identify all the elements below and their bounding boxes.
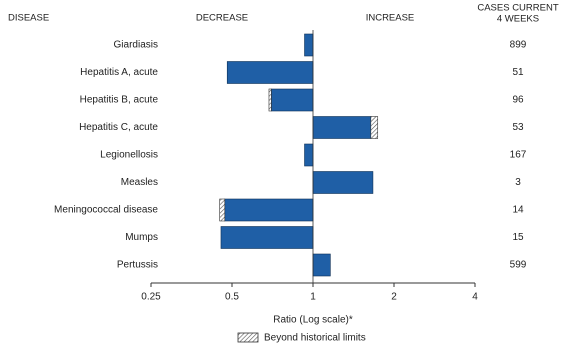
category-label: Measles — [121, 177, 158, 188]
bar — [226, 61, 314, 84]
x-tick-label: 0.25 — [141, 292, 161, 303]
header-decrease: DECREASE — [196, 13, 248, 24]
cases-value: 15 — [512, 232, 524, 243]
bar — [224, 198, 314, 222]
bar-beyond-limit — [370, 116, 379, 139]
header-cases: 4 WEEKS — [497, 14, 539, 25]
cases-value: 167 — [510, 150, 527, 161]
cases-value: 599 — [510, 260, 527, 271]
category-label: Hepatitis C, acute — [79, 122, 158, 133]
cases-value: 899 — [510, 40, 527, 51]
header-disease: DISEASE — [8, 13, 49, 24]
x-tick-label: 1 — [310, 292, 316, 303]
category-label: Mumps — [125, 232, 158, 243]
cases-value: 53 — [512, 122, 524, 133]
bar-beyond-limit — [219, 198, 226, 222]
bar — [312, 253, 331, 277]
x-axis-label: Ratio (Log scale)* — [273, 315, 353, 326]
bar — [271, 88, 314, 112]
category-label: Pertussis — [117, 260, 158, 271]
category-label: Hepatitis A, acute — [80, 67, 158, 78]
category-label: Giardiasis — [114, 40, 158, 51]
cases-value: 96 — [512, 95, 524, 106]
cases-value: 14 — [512, 205, 524, 216]
bar — [312, 116, 372, 139]
x-tick-label: 4 — [472, 292, 478, 303]
bar — [304, 143, 314, 167]
bar — [220, 226, 314, 249]
x-tick-label: 2 — [391, 292, 397, 303]
category-label: Legionellosis — [100, 150, 158, 161]
legend-label: Beyond historical limits — [264, 333, 366, 344]
header-cases: CASES CURRENT — [477, 3, 558, 14]
x-tick-label: 0.5 — [225, 292, 239, 303]
bar — [304, 33, 314, 57]
bar — [312, 171, 374, 194]
cases-value: 3 — [515, 177, 521, 188]
cases-value: 51 — [512, 67, 524, 78]
header-increase: INCREASE — [366, 13, 415, 24]
category-label: Meningococcal disease — [54, 205, 158, 216]
category-label: Hepatitis B, acute — [80, 95, 159, 106]
bar-beyond-limit — [268, 88, 272, 112]
legend-swatch — [237, 332, 259, 343]
